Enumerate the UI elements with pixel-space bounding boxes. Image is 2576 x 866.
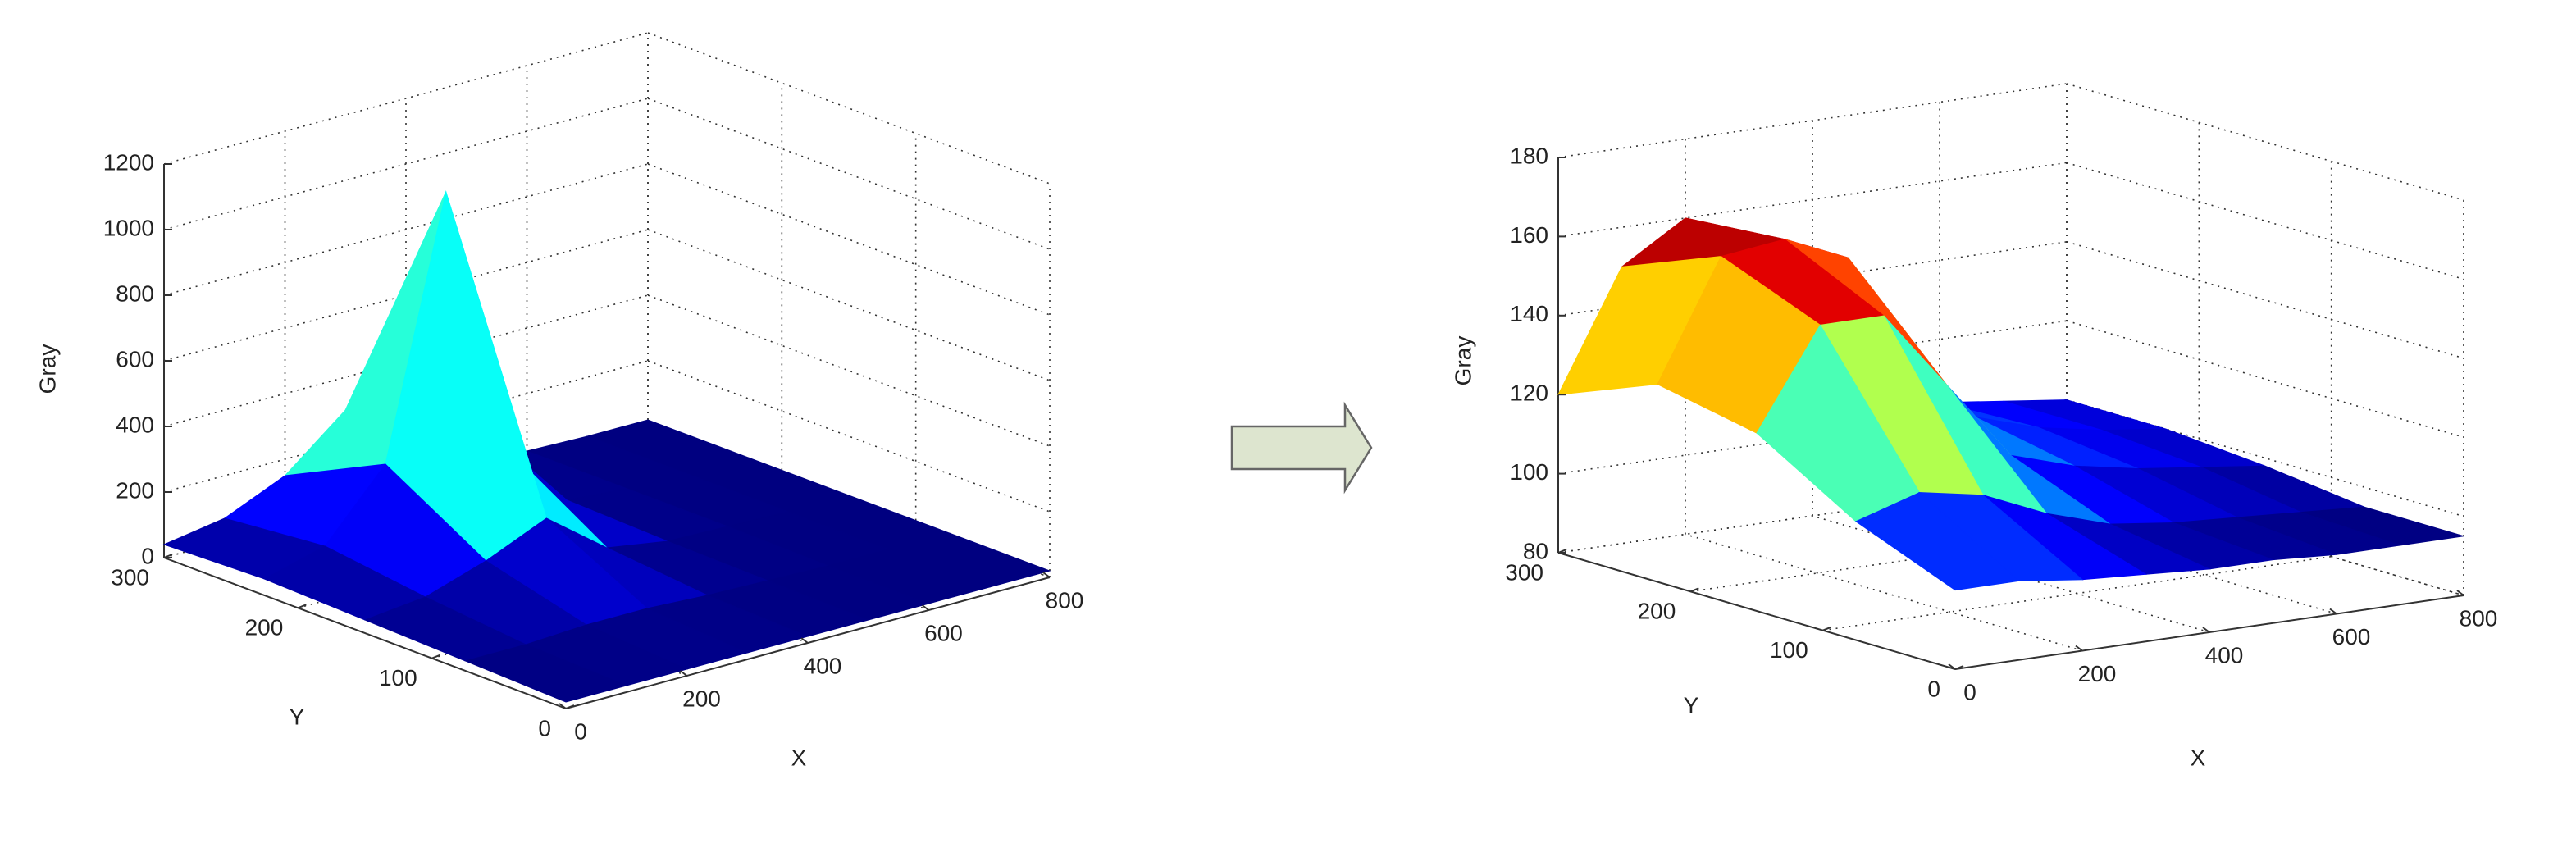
y-tick-label: 0: [1927, 676, 1940, 701]
x-tick: [2329, 608, 2337, 615]
x-axis-label: X: [2191, 745, 2206, 770]
x-tick-label: 400: [804, 653, 842, 678]
grid-line: [1557, 478, 2068, 554]
z-tick-label: 400: [116, 412, 154, 437]
z-tick-label: 120: [1510, 381, 1548, 406]
x-tick: [800, 637, 809, 644]
y-tick: [1557, 549, 1567, 554]
z-tick-label: 600: [116, 346, 154, 371]
y-tick-label: 300: [111, 564, 149, 590]
grid-line: [163, 98, 649, 230]
x-tick: [679, 670, 688, 677]
y-axis: [1557, 552, 1956, 670]
arrow: [1230, 401, 1373, 495]
z-tick-label: 0: [141, 543, 154, 568]
surface-patch: [1854, 491, 2020, 591]
x-tick-label: 200: [682, 686, 721, 711]
z-tick-label: 140: [1510, 301, 1548, 326]
y-tick-label: 300: [1505, 559, 1543, 585]
y-axis: [163, 557, 567, 709]
x-tick: [2075, 645, 2083, 652]
surface-patch: [463, 644, 628, 703]
grid-line: [1822, 555, 2332, 631]
y-tick: [297, 604, 307, 609]
x-tick: [2456, 590, 2464, 596]
y-axis-label: Y: [1684, 692, 1699, 718]
y-tick: [431, 654, 441, 659]
y-axis-label: Y: [290, 704, 305, 729]
z-tick-label: 180: [1510, 143, 1548, 168]
x-tick: [559, 703, 567, 709]
y-tick-label: 100: [1770, 637, 1808, 663]
grid-line: [1557, 162, 2068, 238]
x-tick-label: 200: [2078, 661, 2117, 686]
x-tick-label: 0: [1963, 679, 1976, 704]
y-tick: [163, 554, 173, 558]
x-tick-label: 400: [2205, 642, 2244, 668]
x-tick: [1948, 663, 1956, 670]
grid-line: [163, 163, 649, 296]
x-tick: [1042, 572, 1051, 578]
x-tick-label: 800: [1046, 587, 1084, 613]
z-tick-label: 1000: [103, 215, 154, 240]
x-tick: [2202, 627, 2210, 633]
z-tick-label: 160: [1510, 222, 1548, 248]
y-tick: [1689, 587, 1699, 593]
z-tick-label: 200: [116, 477, 154, 503]
z-tick-label: 1200: [103, 149, 154, 175]
x-tick-label: 600: [2332, 624, 2371, 650]
grid-line: [1557, 83, 2068, 158]
z-tick-label: 800: [116, 280, 154, 306]
y-tick-label: 100: [379, 665, 417, 691]
y-tick: [565, 704, 575, 709]
x-tick-label: 600: [924, 620, 963, 645]
x-tick: [921, 604, 930, 611]
z-axis-label: Gray: [34, 344, 60, 394]
x-axis-label: X: [791, 745, 807, 770]
y-tick-label: 200: [1638, 599, 1676, 624]
x-tick-label: 800: [2460, 605, 2498, 631]
y-tick: [1822, 626, 1832, 631]
z-tick-label: 100: [1510, 459, 1548, 485]
z-axis-label: Gray: [1450, 336, 1475, 386]
y-tick: [1954, 665, 1964, 670]
grid-line: [163, 32, 649, 165]
x-tick-label: 0: [574, 718, 587, 744]
y-tick-label: 200: [245, 615, 284, 640]
z-tick-label: 80: [1523, 538, 1548, 563]
y-tick-label: 0: [538, 715, 551, 741]
